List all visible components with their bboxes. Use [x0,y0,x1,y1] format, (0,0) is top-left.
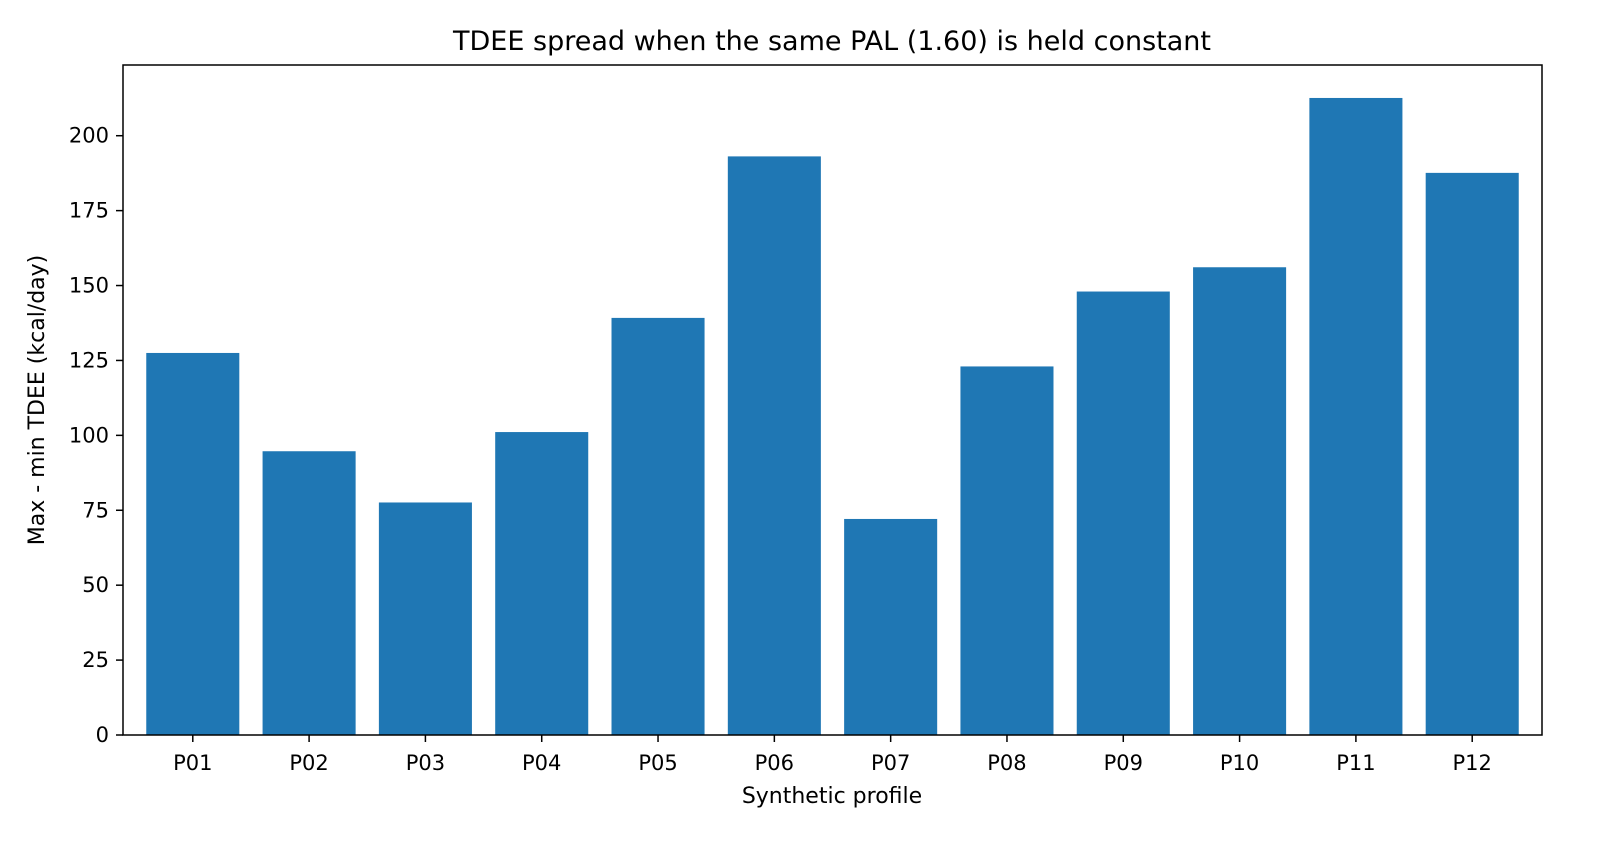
x-tick-label: P12 [1453,751,1492,775]
bar-p12 [1425,172,1519,735]
bar-p11 [1309,97,1403,736]
x-tick-label: P08 [987,751,1026,775]
y-tick-label: 75 [82,498,109,522]
bar-p05 [611,317,705,735]
plot-frame [122,64,1543,736]
x-axis-label: Synthetic profile [742,784,922,809]
y-tick-label: 25 [82,648,109,672]
y-tick-label: 150 [69,274,109,298]
x-tick-label: P09 [1104,751,1143,775]
bar-p10 [1193,267,1287,735]
chart-title: TDEE spread when the same PAL (1.60) is … [452,26,1211,57]
x-tick-label: P05 [638,751,677,775]
x-tick-label: P10 [1220,751,1259,775]
x-tick-label: P01 [173,751,212,775]
x-tick-label: P04 [522,751,561,775]
bar-p07 [844,518,938,735]
y-axis-ticks: 0 25 50 75 100 125 150 175 200 [69,124,123,747]
bar-p09 [1076,291,1170,735]
bar-p08 [960,366,1054,735]
y-tick-label: 100 [69,423,109,447]
y-tick-label: 200 [69,124,109,148]
y-tick-label: 175 [69,199,109,223]
bar-p02 [262,451,356,735]
x-axis-ticks: P01 P02 P03 P04 P05 P06 P07 P08 P09 P10 P11 P12 [173,735,1492,775]
y-tick-label: 0 [96,723,109,747]
x-tick-label: P02 [289,751,328,775]
y-axis-label: Max - min TDEE (kcal/day) [25,255,50,546]
x-tick-label: P07 [871,751,910,775]
y-tick-label: 125 [69,348,109,372]
bar-p04 [495,432,589,735]
x-tick-label: P03 [406,751,445,775]
x-tick-label: P11 [1336,751,1375,775]
bar-p01 [146,352,240,735]
bar-p06 [727,156,821,735]
x-tick-label: P06 [755,751,794,775]
bar-p03 [378,502,472,735]
bars-group [146,97,1519,736]
y-tick-label: 50 [82,573,109,597]
